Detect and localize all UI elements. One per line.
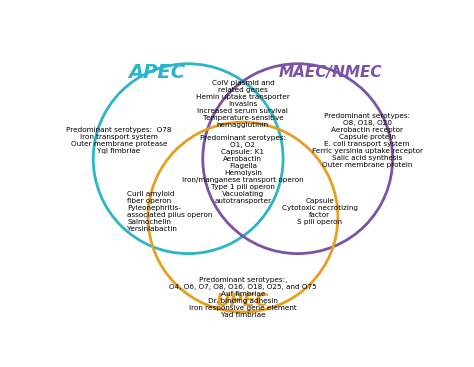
Text: Predominant serotypes:
O1, O2
Capsule: K1
Aerobactin
Flagella
Hemolysin
Iron/man: Predominant serotypes: O1, O2 Capsule: K… [182,135,304,204]
Text: Predominant serotypes:
O8, O18, O20
Aerobactin receptor
Capsule protein
E. coli : Predominant serotypes: O8, O18, O20 Aero… [311,113,422,168]
Text: UPEC: UPEC [216,292,270,310]
Text: MAEC/NMEC: MAEC/NMEC [279,65,383,80]
Text: Curli amyloid
fiber operon
Pyleonephritis-
associated pilus operon
Salmochelin
Y: Curli amyloid fiber operon Pyleonephriti… [127,191,213,232]
Text: ColV plasmid and
related genes
Hemin uptake transporter
Invasins
Increased serum: ColV plasmid and related genes Hemin upt… [196,80,290,128]
Text: APEC: APEC [128,63,186,82]
Text: Predominant serotypes:,
O4, O6, O7, O8, O16, O18, O25, and O75
Auf fimbriae
Dr. : Predominant serotypes:, O4, O6, O7, O8, … [169,277,317,318]
Text: Predominant serotypes:  O78
Iron transport system
Outer membrane protease
Yqi fi: Predominant serotypes: O78 Iron transpor… [66,127,172,154]
Text: Capsule
Cytotoxic necrotizing
factor
S pili operon: Capsule Cytotoxic necrotizing factor S p… [282,198,357,225]
